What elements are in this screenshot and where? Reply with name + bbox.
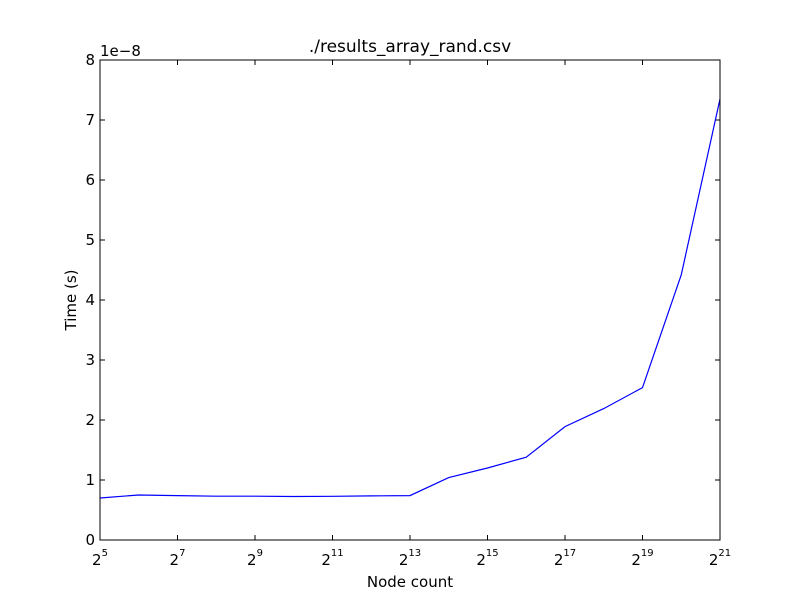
y-tick-label: 7 bbox=[85, 111, 95, 129]
plot-frame bbox=[99, 59, 721, 541]
y-tick-label: 0 bbox=[85, 531, 95, 549]
y-tick-label: 1 bbox=[85, 471, 95, 489]
x-tick-label: 217 bbox=[554, 548, 576, 569]
x-tick-label: 215 bbox=[476, 548, 498, 569]
x-tick-label: 213 bbox=[399, 548, 421, 569]
x-tick-label: 29 bbox=[247, 548, 263, 569]
x-tick-label: 27 bbox=[170, 548, 186, 569]
series-layer bbox=[99, 98, 721, 499]
y-tick-label: 5 bbox=[85, 231, 95, 249]
y-tick-label: 4 bbox=[85, 291, 95, 309]
y-axis-offset-label: 1e−8 bbox=[100, 42, 141, 60]
y-tick-label: 6 bbox=[85, 171, 95, 189]
y-tick-label: 3 bbox=[85, 351, 95, 369]
x-tick-label: 211 bbox=[321, 548, 343, 569]
x-tick-label: 219 bbox=[631, 548, 653, 569]
x-tick-label: 25 bbox=[92, 548, 108, 569]
y-tick-label: 8 bbox=[85, 51, 95, 69]
y-axis-label: Time (s) bbox=[62, 270, 80, 332]
series-line bbox=[99, 98, 721, 499]
y-tick-label: 2 bbox=[85, 411, 95, 429]
chart-title: ./results_array_rand.csv bbox=[309, 37, 511, 57]
x-tick-label: 221 bbox=[709, 548, 731, 569]
axis-ticks: 0 1 2 3 4 5 6 7 8 25 27 29 211 213 215 217 219 221 bbox=[85, 51, 731, 569]
x-axis-label: Node count bbox=[367, 573, 453, 591]
